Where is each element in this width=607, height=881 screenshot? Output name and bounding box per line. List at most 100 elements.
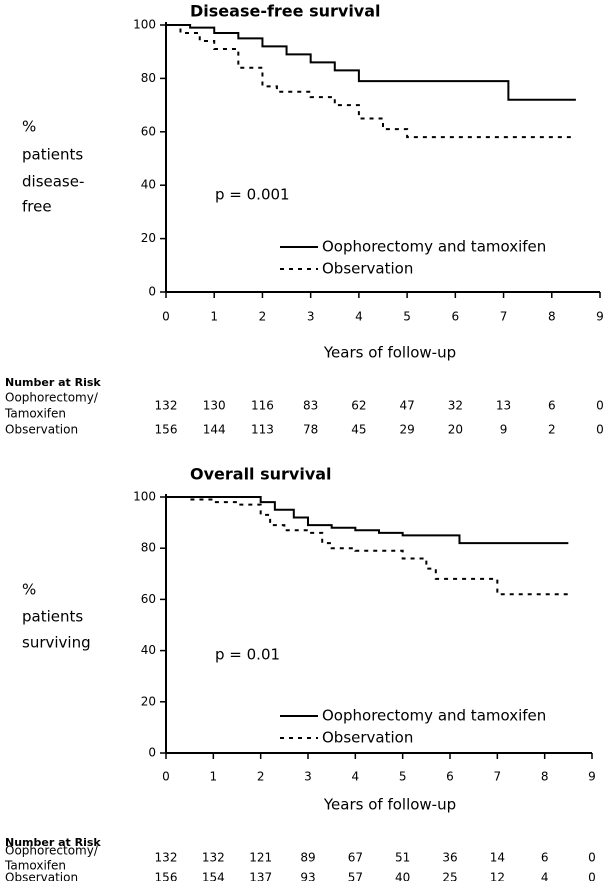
x-tick-label: 0 — [162, 310, 170, 324]
risk-value: 93 — [300, 871, 315, 881]
risk-value: 2 — [548, 423, 556, 437]
risk-value: 83 — [303, 399, 318, 413]
risk-value: 29 — [399, 423, 414, 437]
risk-value: 144 — [203, 423, 226, 437]
y-tick-label: 40 — [141, 643, 156, 657]
risk-value: 40 — [395, 871, 410, 881]
annotation: p = 0.01 — [215, 646, 280, 664]
x-tick-label: 7 — [500, 310, 508, 324]
survival-curve — [166, 496, 569, 596]
risk-value: 0 — [588, 851, 596, 865]
risk-value: 78 — [303, 423, 318, 437]
risk-value: 0 — [596, 423, 604, 437]
legend-label: Oophorectomy and tamoxifen — [322, 238, 546, 256]
risk-value: 47 — [399, 399, 414, 413]
y-tick-label: 20 — [141, 694, 156, 708]
risk-value: 13 — [496, 399, 511, 413]
risk-value: 25 — [442, 871, 457, 881]
risk-row-label: Observation — [5, 871, 78, 881]
risk-value: 113 — [251, 423, 274, 437]
x-tick-label: 1 — [210, 770, 218, 784]
risk-row-label: Oophorectomy/ — [5, 391, 99, 405]
risk-value: 156 — [155, 423, 178, 437]
x-tick-label: 5 — [399, 770, 407, 784]
y-axis-label: free — [22, 198, 52, 216]
x-tick-label: 0 — [162, 770, 170, 784]
x-tick-label: 6 — [452, 310, 460, 324]
y-tick-label: 0 — [148, 746, 156, 760]
risk-value: 36 — [442, 851, 457, 865]
risk-value: 132 — [202, 851, 225, 865]
x-tick-label: 2 — [259, 310, 267, 324]
x-axis-label: Years of follow-up — [323, 796, 456, 814]
x-tick-label: 6 — [446, 770, 454, 784]
risk-value: 32 — [448, 399, 463, 413]
survival-curve — [166, 24, 576, 139]
x-tick-label: 3 — [307, 310, 315, 324]
risk-row-label: Oophorectomy/ — [5, 844, 99, 858]
risk-value: 132 — [155, 399, 178, 413]
y-axis-label: surviving — [22, 634, 91, 652]
survival-curve — [166, 24, 576, 101]
risk-value: 121 — [249, 851, 272, 865]
risk-value: 4 — [541, 871, 549, 881]
annotation: p = 0.001 — [215, 186, 290, 204]
x-tick-label: 9 — [596, 310, 604, 324]
risk-value: 51 — [395, 851, 410, 865]
risk-value: 6 — [548, 399, 556, 413]
y-axis-label: disease- — [22, 173, 84, 191]
y-axis-label: % — [22, 581, 36, 599]
legend-label: Oophorectomy and tamoxifen — [322, 707, 546, 725]
risk-value: 154 — [202, 871, 225, 881]
risk-value: 6 — [541, 851, 549, 865]
risk-row-label: Tamoxifen — [4, 859, 66, 873]
y-axis-label: patients — [22, 608, 83, 626]
x-tick-label: 3 — [304, 770, 312, 784]
risk-table-title: Number at Risk — [5, 836, 101, 849]
x-tick-label: 8 — [548, 310, 556, 324]
risk-value: 12 — [490, 871, 505, 881]
chart-title: Disease-free survival — [190, 2, 381, 21]
y-tick-label: 60 — [141, 592, 156, 606]
risk-value: 156 — [155, 871, 178, 881]
risk-value: 67 — [348, 851, 363, 865]
risk-value: 132 — [155, 851, 178, 865]
x-tick-label: 1 — [210, 310, 218, 324]
x-tick-label: 4 — [355, 310, 363, 324]
risk-value: 0 — [588, 871, 596, 881]
x-tick-label: 9 — [588, 770, 596, 784]
risk-value: 130 — [203, 399, 226, 413]
risk-value: 57 — [348, 871, 363, 881]
y-tick-label: 20 — [141, 231, 156, 245]
y-tick-label: 40 — [141, 178, 156, 192]
risk-value: 137 — [249, 871, 272, 881]
y-tick-label: 100 — [133, 490, 156, 504]
risk-row-label: Tamoxifen — [4, 407, 66, 421]
y-tick-label: 100 — [133, 18, 156, 32]
y-tick-label: 60 — [141, 124, 156, 138]
legend-label: Observation — [322, 260, 413, 278]
risk-row-label: Observation — [5, 423, 78, 437]
risk-value: 9 — [500, 423, 508, 437]
risk-table-title: Number at Risk — [5, 376, 101, 389]
x-tick-label: 4 — [352, 770, 360, 784]
y-axis-label: % — [22, 118, 36, 136]
y-axis-label: patients — [22, 146, 83, 164]
risk-value: 20 — [448, 423, 463, 437]
risk-value: 89 — [300, 851, 315, 865]
x-tick-label: 5 — [403, 310, 411, 324]
y-tick-label: 80 — [141, 541, 156, 555]
risk-value: 0 — [596, 399, 604, 413]
chart-title: Overall survival — [190, 465, 332, 484]
survival-curve — [166, 496, 569, 545]
risk-value: 116 — [251, 399, 274, 413]
y-tick-label: 0 — [148, 285, 156, 299]
x-axis-label: Years of follow-up — [323, 344, 456, 362]
x-tick-label: 2 — [257, 770, 265, 784]
x-tick-label: 7 — [494, 770, 502, 784]
risk-value: 62 — [351, 399, 366, 413]
x-tick-label: 8 — [541, 770, 549, 784]
risk-value: 14 — [490, 851, 505, 865]
y-tick-label: 80 — [141, 71, 156, 85]
